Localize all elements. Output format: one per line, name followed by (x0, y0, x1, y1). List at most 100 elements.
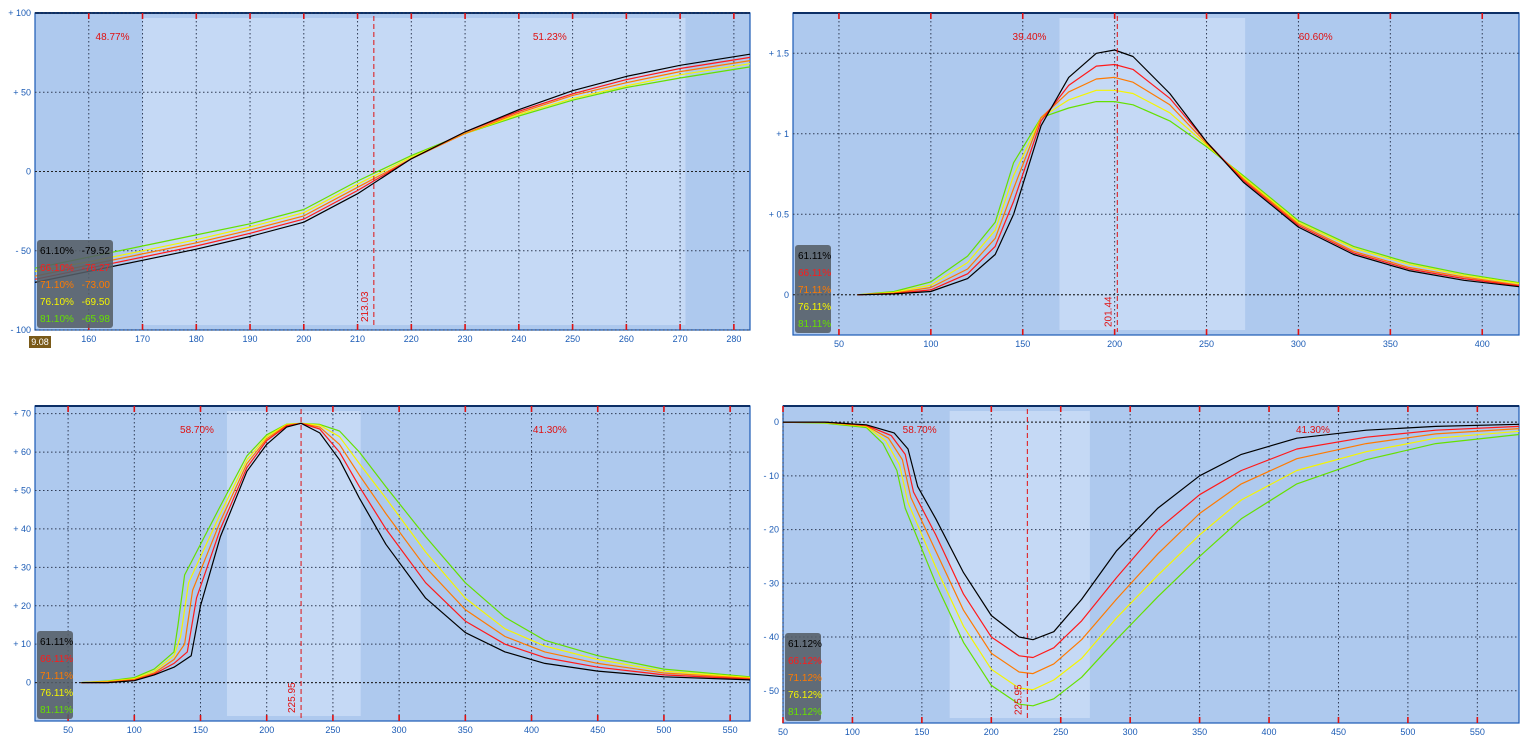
x-tick-label: 50 (778, 727, 788, 737)
x-tick-label: 260 (619, 334, 634, 344)
y-tick-label: 0 (26, 167, 31, 177)
legend-pct: 76.11% (40, 688, 73, 699)
series-line-4 (34, 63, 751, 272)
legend-value: -65.98 (82, 314, 111, 325)
y-tick-label: - 10 (763, 471, 779, 481)
chart-panel-1: 160 170 180 190 200 210 220 230 240 250 260 270 280 -… (8, 8, 751, 348)
marker-label: 213.03 (360, 291, 371, 322)
x-tick-label: 350 (1192, 727, 1207, 737)
y-tick-label: + 10 (13, 639, 31, 649)
y-tick-label: 0 (774, 417, 779, 427)
legend-pct: 66.11% (798, 268, 831, 279)
series-line-4 (782, 421, 1520, 691)
y-tick-label: - 50 (15, 246, 31, 256)
legend-box (37, 631, 73, 719)
legend-pct: 81.11% (40, 705, 73, 716)
series-line-1 (783, 421, 1520, 641)
x-tick-label: 300 (1291, 339, 1306, 349)
series-line-1 (81, 422, 751, 684)
y-tick-label: + 70 (13, 409, 31, 419)
series-line-3 (783, 421, 1520, 675)
pct-right-label: 41.30% (1296, 425, 1330, 436)
series-line-3 (34, 60, 751, 277)
chart-panel-4: 50 100 150 200 250 300 350 400 450 500 550 - 50 - 40… (763, 405, 1520, 737)
series-line-5 (34, 66, 751, 269)
x-tick-label: 400 (1475, 339, 1490, 349)
x-tick-label: 450 (590, 725, 605, 735)
x-tick-label: 150 (914, 727, 929, 737)
series-line-5 (857, 100, 1520, 296)
series-line-5 (782, 421, 1520, 707)
y-tick-label: + 40 (13, 524, 31, 534)
series-line-4 (857, 89, 1520, 296)
shaded-region (142, 18, 686, 325)
shaded-region (226, 411, 361, 716)
x-tick-label: 250 (1199, 339, 1214, 349)
legend-pct: 81.10% (40, 314, 74, 325)
marker-label: 225.95 (287, 682, 298, 713)
y-tick-label: - 50 (763, 686, 779, 696)
x-tick-label: 200 (1107, 339, 1122, 349)
pct-right-label: 51.23% (533, 32, 567, 43)
legend-pct: 81.11% (798, 319, 831, 330)
y-tick-label: + 1.5 (769, 48, 789, 58)
y-tick-label: 0 (26, 678, 31, 688)
legend-pct: 66.12% (788, 656, 822, 667)
series-line-2 (857, 63, 1520, 296)
x-tick-label: 200 (296, 334, 311, 344)
x-tick-label: 250 (1053, 727, 1068, 737)
series-line-2 (34, 56, 751, 280)
legend-pct: 66.11% (40, 654, 73, 665)
marker-label: 225.95 (1013, 684, 1024, 715)
y-tick-label: + 60 (13, 447, 31, 457)
y-tick-label: + 50 (13, 486, 31, 496)
pct-left-label: 58.70% (903, 425, 937, 436)
chart-panel-2: 50 100 150 200 250 300 350 400 0 + 0.5 + 1 + 1.5 201… (769, 12, 1520, 349)
y-tick-label: + 0.5 (769, 209, 789, 219)
y-tick-label: + 50 (13, 87, 31, 97)
corner-badge (29, 336, 51, 348)
y-tick-label: + 1 (776, 129, 789, 139)
legend-pct: 71.10% (40, 280, 74, 291)
x-tick-label: 200 (259, 725, 274, 735)
legend-box (785, 633, 821, 721)
y-tick-label: - 20 (763, 525, 779, 535)
x-tick-label: 500 (1400, 727, 1415, 737)
series-line-1 (857, 49, 1520, 296)
series-line-1 (34, 53, 751, 283)
x-tick-label: 150 (193, 725, 208, 735)
marker-label: 201.44 (1103, 296, 1114, 327)
y-tick-label: + 100 (8, 8, 31, 18)
legend-value: -69.50 (82, 297, 111, 308)
legend-pct: 76.11% (798, 302, 831, 313)
x-tick-label: 300 (392, 725, 407, 735)
x-tick-label: 180 (189, 334, 204, 344)
x-tick-label: 100 (845, 727, 860, 737)
legend-pct: 76.10% (40, 297, 74, 308)
x-tick-label: 190 (243, 334, 258, 344)
y-tick-label: - 100 (10, 325, 31, 335)
x-tick-label: 250 (565, 334, 580, 344)
x-tick-label: 170 (135, 334, 150, 344)
shaded-region (949, 411, 1090, 718)
pct-right-label: 41.30% (533, 425, 567, 436)
series-line-3 (857, 76, 1520, 296)
legend-value: -76.27 (82, 263, 111, 274)
y-tick-label: - 40 (763, 632, 779, 642)
x-tick-label: 200 (984, 727, 999, 737)
legend-box (37, 240, 113, 328)
x-tick-label: 400 (524, 725, 539, 735)
x-tick-label: 150 (1015, 339, 1030, 349)
pct-left-label: 58.70% (180, 425, 214, 436)
x-tick-label: 400 (1262, 727, 1277, 737)
legend-pct: 76.12% (788, 690, 822, 701)
x-tick-label: 50 (63, 725, 73, 735)
corner-label: 9.08 (31, 337, 49, 347)
pct-left-label: 48.77% (96, 32, 130, 43)
legend-pct: 61.12% (788, 639, 822, 650)
x-tick-label: 230 (458, 334, 473, 344)
legend-pct: 66.10% (40, 263, 74, 274)
x-tick-label: 270 (673, 334, 688, 344)
legend-box (795, 245, 831, 333)
